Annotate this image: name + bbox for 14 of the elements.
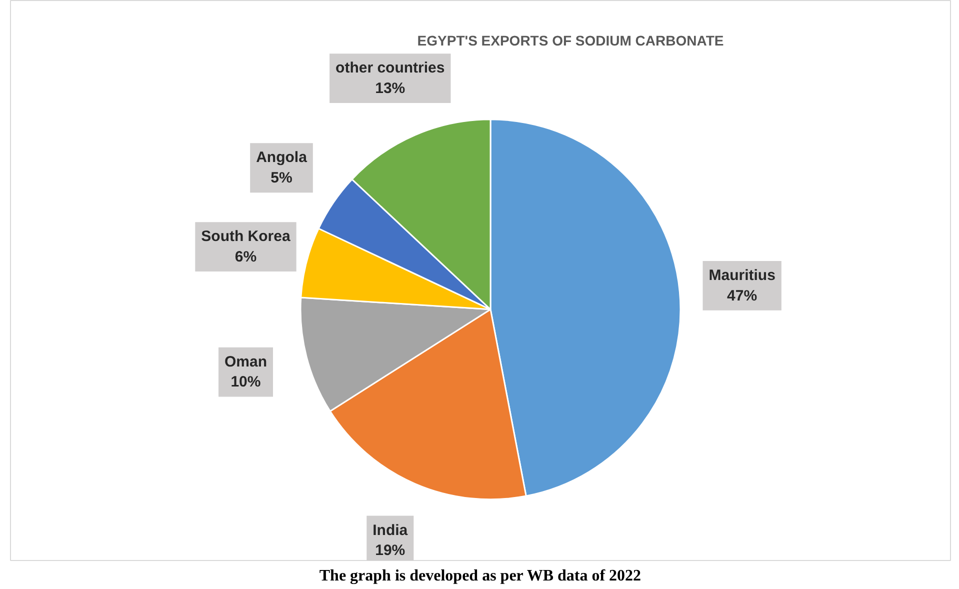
data-label: 13% xyxy=(375,80,406,98)
slice-label: South Korea xyxy=(201,228,291,246)
data-label: 5% xyxy=(270,170,292,187)
data-label: 19% xyxy=(375,542,406,560)
slice-label: Oman xyxy=(224,353,267,370)
slice-label: India xyxy=(372,522,408,539)
slice-label: other countries xyxy=(336,60,445,77)
text: The graph is developed as per WB data of 2022 xyxy=(319,568,642,584)
chart-title: EGYPT'S EXPORTS OF SODIUM CARBONATE xyxy=(417,32,724,48)
slice-label: Angola xyxy=(256,149,308,166)
data-label: 6% xyxy=(234,248,257,266)
data-label: 10% xyxy=(230,374,261,391)
data-label: 47% xyxy=(727,287,758,304)
slice-label: Mauritius xyxy=(708,267,776,284)
